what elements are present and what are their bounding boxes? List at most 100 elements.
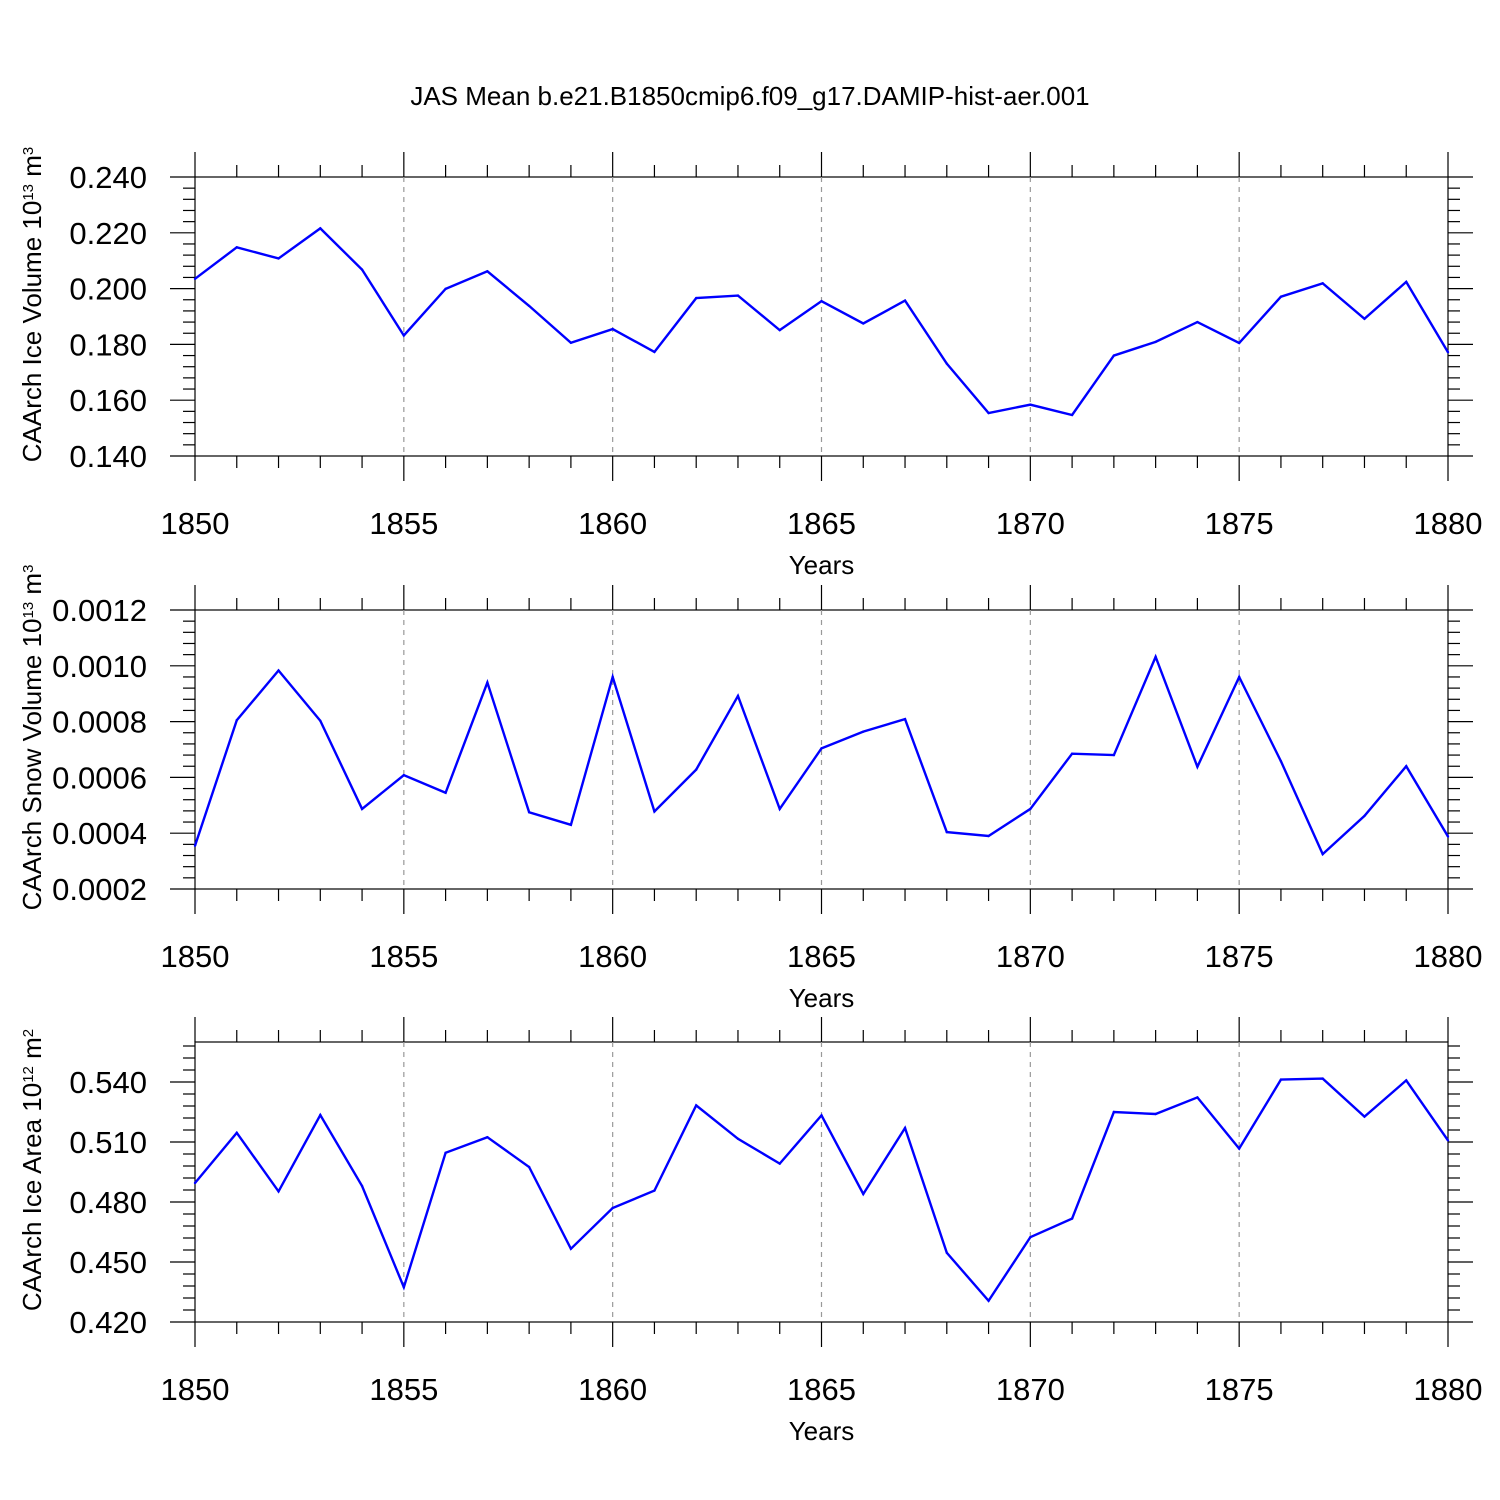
y-tick-label: 0.510 (69, 1125, 147, 1160)
data-point (402, 334, 406, 337)
data-point (653, 1189, 656, 1192)
data-point (402, 1286, 406, 1289)
x-tick-label: 1880 (1414, 939, 1483, 974)
data-point (820, 747, 823, 750)
data-point (903, 717, 907, 721)
data-point (486, 1136, 489, 1139)
data-point (862, 322, 865, 325)
data-point (1363, 317, 1366, 320)
data-point (695, 296, 698, 300)
x-axis-title: Years (789, 550, 855, 580)
data-point (1154, 340, 1157, 344)
data-point (319, 227, 322, 230)
y-tick-label: 0.480 (69, 1185, 147, 1220)
data-point (235, 719, 238, 722)
data-point (1196, 765, 1199, 768)
data-point (778, 328, 781, 332)
y-tick-label: 0.420 (69, 1305, 147, 1340)
x-axis-title: Years (789, 1416, 855, 1446)
y-tick-label: 0.0010 (52, 649, 147, 684)
data-point (1321, 1077, 1324, 1080)
data-point (1029, 1236, 1032, 1239)
data-point (903, 1126, 907, 1130)
data-point (360, 268, 364, 271)
x-tick-label: 1865 (787, 939, 856, 974)
data-point (1070, 752, 1074, 755)
data-point (1112, 753, 1116, 757)
data-point (193, 844, 197, 847)
data-point (778, 807, 781, 811)
data-point (778, 1162, 781, 1165)
data-point (277, 1190, 280, 1193)
data-point (1446, 835, 1450, 838)
data-point (611, 1206, 614, 1210)
y-tick-label: 0.0006 (52, 760, 147, 795)
data-point (945, 1251, 948, 1255)
y-tick-label: 0.140 (69, 439, 147, 474)
x-tick-label: 1865 (787, 506, 856, 541)
data-point (820, 299, 823, 303)
data-point (903, 299, 907, 302)
data-point (653, 810, 656, 813)
x-tick-label: 1880 (1414, 1372, 1483, 1407)
x-tick-label: 1850 (161, 506, 230, 541)
data-point (736, 294, 740, 297)
y-tick-label: 0.200 (69, 272, 147, 307)
data-point (277, 669, 280, 672)
data-point (527, 811, 531, 814)
data-point (695, 1104, 698, 1107)
data-point (1446, 351, 1450, 354)
x-tick-label: 1860 (578, 939, 647, 974)
data-point (360, 807, 364, 811)
data-point (527, 1165, 531, 1169)
x-tick-label: 1875 (1205, 506, 1274, 541)
x-tick-label: 1880 (1414, 506, 1483, 541)
x-tick-label: 1860 (578, 506, 647, 541)
data-point (402, 773, 406, 777)
x-tick-label: 1875 (1205, 1372, 1274, 1407)
data-point (1279, 760, 1283, 763)
x-tick-label: 1855 (369, 506, 438, 541)
data-point (736, 1137, 740, 1141)
data-point (862, 730, 865, 733)
data-point (1154, 1112, 1157, 1116)
x-tick-label: 1860 (578, 1372, 647, 1407)
y-tick-label: 0.240 (69, 160, 147, 195)
data-point (1405, 765, 1408, 768)
y-axis-title: CAArch Ice Volume 1013 m3 (17, 147, 47, 463)
data-point (987, 1299, 990, 1303)
data-point (1279, 1078, 1283, 1081)
data-point (444, 1151, 447, 1155)
x-tick-label: 1870 (996, 939, 1065, 974)
panel-2: 1850 1855 1860 1865 1870 1875 1880 Years 0.0002 0… (17, 565, 1482, 1013)
data-point (1196, 1096, 1199, 1099)
data-point (1237, 675, 1241, 679)
data-point (486, 270, 489, 273)
data-point (1237, 1147, 1241, 1150)
x-tick-label: 1855 (369, 939, 438, 974)
y-axis-title: CAArch Snow Volume 1013 m3 (17, 565, 47, 911)
data-point (1321, 852, 1324, 856)
y-tick-label: 0.180 (69, 327, 147, 362)
data-point (1446, 1139, 1450, 1142)
data-point (1029, 807, 1032, 811)
data-point (1196, 320, 1199, 324)
figure-title: JAS Mean b.e21.B1850cmip6.f09_g17.DAMIP-… (410, 81, 1089, 111)
y-axis-title: CAArch Ice Area 1012 m2 (17, 1029, 47, 1311)
data-point (1112, 354, 1116, 357)
data-point (1405, 280, 1408, 284)
y-tick-label: 0.160 (69, 383, 147, 418)
data-point (235, 246, 238, 249)
data-point (611, 327, 614, 331)
y-tick-label: 0.450 (69, 1245, 147, 1280)
data-point (277, 257, 280, 260)
data-point (945, 830, 948, 834)
data-point (235, 1131, 238, 1135)
x-tick-label: 1865 (787, 1372, 856, 1407)
y-tick-label: 0.0012 (52, 593, 147, 628)
x-tick-label: 1870 (996, 506, 1065, 541)
data-point (695, 768, 698, 771)
series-line (194, 1077, 1449, 1303)
data-point (736, 694, 740, 698)
